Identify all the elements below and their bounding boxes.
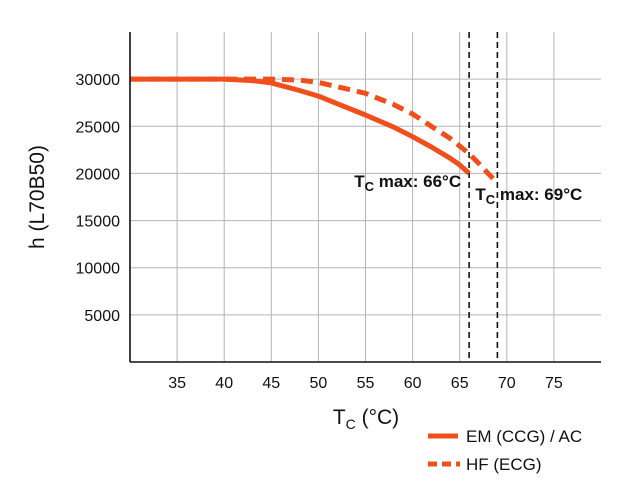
tc-max-lines — [468, 32, 499, 362]
y-tick-label: 30000 — [76, 72, 121, 89]
series-line-hf — [130, 76, 500, 185]
legend-label-em: EM (CCG) / AC — [466, 427, 582, 446]
series-lines — [130, 76, 500, 185]
y-tick-label: 15000 — [76, 214, 121, 231]
legend-label-hf: HF (ECG) — [466, 455, 542, 474]
x-tick-labels: 35 40 45 50 55 60 65 70 75 — [168, 375, 563, 392]
axes — [129, 32, 601, 363]
annotation-tc-max-66: TC max: 66°C — [354, 172, 461, 194]
annotation-tc-max-69: TC max: 69°C — [475, 185, 582, 207]
y-tick-label: 10000 — [76, 261, 121, 278]
x-tick-label: 75 — [545, 375, 563, 392]
annotation-main: T — [475, 185, 486, 204]
y-tick-label: 25000 — [76, 119, 121, 136]
annotation-rest: max: 69°C — [495, 185, 582, 204]
annotation-rest: max: 66°C — [374, 172, 461, 191]
y-tick-label: 20000 — [76, 166, 121, 183]
y-tick-label: 5000 — [84, 308, 120, 325]
annotation-main: T — [354, 172, 365, 191]
x-axis-title: TC (°C) — [333, 406, 399, 432]
x-tick-label: 60 — [404, 375, 422, 392]
grid — [130, 32, 601, 362]
x-axis-title-sub: C — [346, 416, 356, 432]
y-axis-title: h (L70B50) — [26, 145, 49, 249]
annotation-sub: C — [486, 192, 496, 207]
x-axis-title-main: T — [333, 406, 346, 429]
x-tick-label: 65 — [451, 375, 469, 392]
x-axis-title-unit: (°C) — [356, 406, 399, 429]
x-tick-label: 40 — [215, 375, 233, 392]
annotation-sub: C — [365, 179, 375, 194]
x-tick-label: 70 — [498, 375, 516, 392]
x-tick-label: 50 — [310, 375, 328, 392]
x-tick-label: 55 — [357, 375, 375, 392]
x-tick-label: 45 — [262, 375, 280, 392]
legend: EM (CCG) / AC HF (ECG) — [428, 427, 582, 474]
y-tick-labels: 5000 10000 15000 20000 25000 30000 — [76, 72, 121, 325]
x-tick-label: 35 — [168, 375, 186, 392]
